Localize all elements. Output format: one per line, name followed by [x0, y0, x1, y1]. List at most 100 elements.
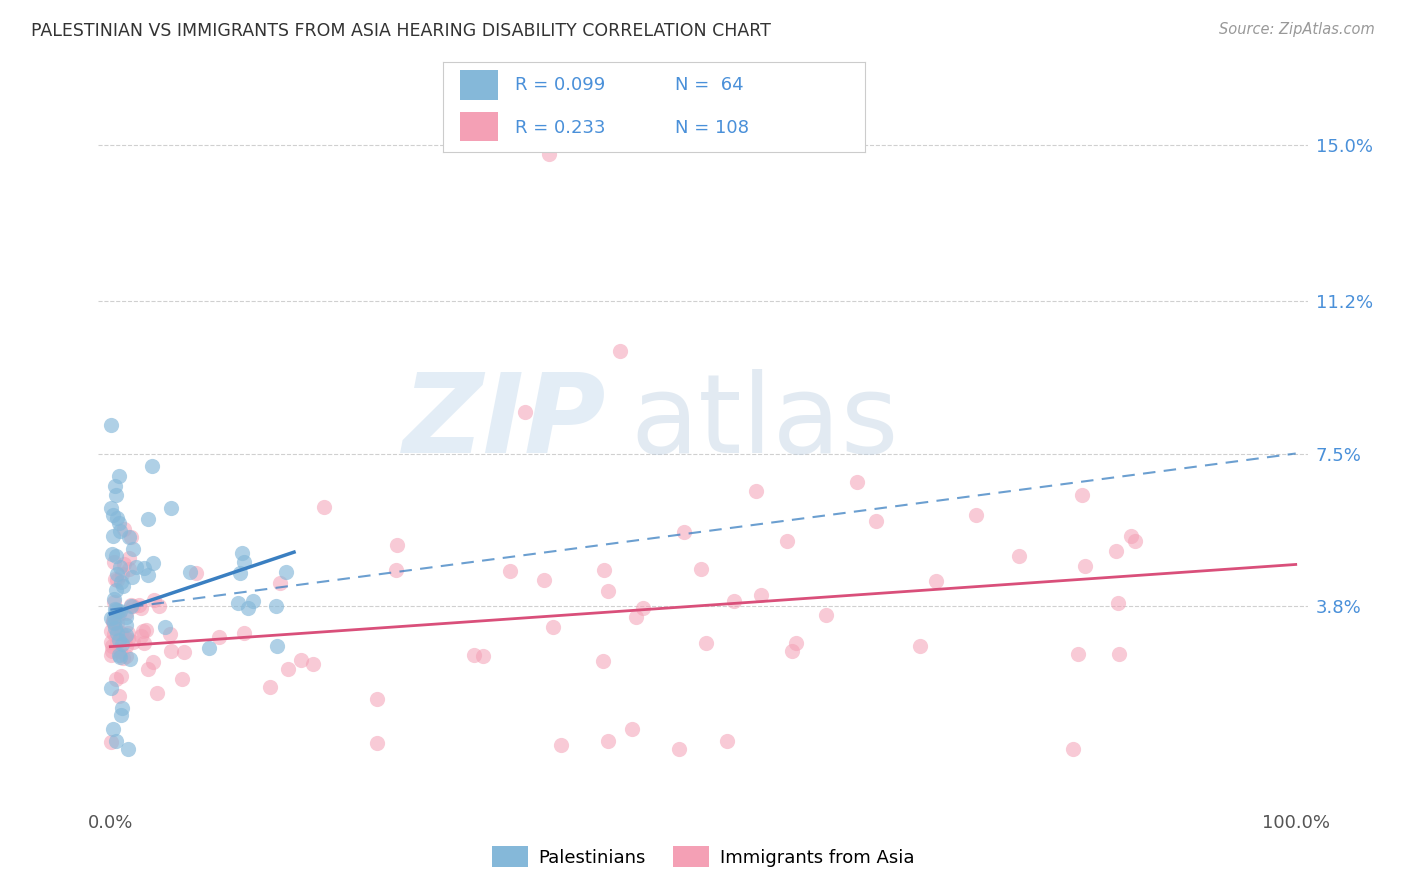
Point — [105, 566, 128, 581]
Point — [100, 648, 122, 662]
Point — [229, 566, 252, 580]
Point — [114, 631, 136, 645]
Point — [146, 686, 169, 700]
Point — [776, 533, 799, 548]
Legend: Palestinians, Immigrants from Asia: Palestinians, Immigrants from Asia — [484, 839, 922, 874]
Point — [620, 722, 643, 736]
Point — [366, 692, 388, 706]
Point — [160, 643, 183, 657]
Point — [108, 649, 131, 664]
Point — [104, 479, 127, 493]
Point — [277, 662, 299, 676]
Point — [128, 598, 150, 612]
Bar — [460, 70, 498, 100]
Point — [107, 604, 129, 618]
Point — [302, 657, 325, 671]
Point — [198, 641, 221, 656]
Point — [231, 546, 253, 560]
Point — [312, 500, 335, 514]
Point — [134, 561, 156, 575]
Point — [609, 343, 631, 358]
Point — [233, 555, 256, 569]
Point — [121, 542, 143, 557]
Point — [100, 635, 122, 649]
Point — [104, 672, 127, 686]
Point — [108, 468, 131, 483]
Point — [110, 626, 132, 640]
Point — [179, 565, 201, 579]
Point — [101, 547, 124, 561]
Point — [114, 628, 136, 642]
Point — [100, 417, 122, 432]
Point — [170, 672, 193, 686]
Point — [115, 610, 138, 624]
Point — [471, 648, 494, 663]
Point — [105, 510, 128, 524]
Point — [100, 681, 122, 695]
Point — [226, 596, 249, 610]
Point — [1108, 647, 1130, 661]
Point — [108, 644, 131, 658]
Point — [136, 567, 159, 582]
Point — [134, 636, 156, 650]
Point — [105, 636, 128, 650]
Point — [136, 662, 159, 676]
Point — [117, 626, 139, 640]
Point — [101, 614, 124, 628]
Point — [101, 529, 124, 543]
Point — [499, 564, 522, 578]
Point — [690, 562, 713, 576]
Point — [208, 630, 231, 644]
Point — [100, 735, 122, 749]
Point — [104, 601, 127, 615]
Point — [593, 563, 616, 577]
Point — [592, 654, 614, 668]
Point — [141, 458, 163, 473]
Point — [1123, 533, 1146, 548]
Point — [264, 599, 287, 613]
Text: N = 108: N = 108 — [675, 119, 749, 136]
Point — [118, 651, 141, 665]
Point — [101, 639, 124, 653]
Text: PALESTINIAN VS IMMIGRANTS FROM ASIA HEARING DISABILITY CORRELATION CHART: PALESTINIAN VS IMMIGRANTS FROM ASIA HEAR… — [31, 22, 770, 40]
Point — [122, 635, 145, 649]
Point — [633, 600, 655, 615]
Point — [100, 500, 122, 515]
Point — [111, 566, 134, 581]
Point — [103, 609, 125, 624]
Point — [366, 736, 388, 750]
Point — [668, 742, 690, 756]
Point — [120, 530, 142, 544]
Text: atlas: atlas — [630, 369, 898, 476]
Point — [749, 588, 772, 602]
Point — [186, 566, 208, 580]
Point — [908, 639, 931, 653]
Point — [159, 626, 181, 640]
Point — [135, 624, 157, 638]
Point — [105, 573, 128, 587]
Point — [111, 637, 134, 651]
Point — [108, 560, 131, 574]
Point — [105, 487, 128, 501]
Point — [112, 557, 135, 571]
Point — [108, 648, 131, 663]
Point — [160, 501, 183, 516]
Point — [1066, 648, 1088, 662]
Point — [1074, 559, 1097, 574]
Point — [103, 595, 125, 609]
Point — [110, 701, 132, 715]
Point — [1008, 549, 1031, 564]
Point — [865, 514, 887, 528]
Point — [118, 550, 141, 565]
Text: N =  64: N = 64 — [675, 76, 744, 95]
Point — [1105, 544, 1128, 558]
Point — [104, 603, 127, 617]
Point — [101, 508, 124, 523]
Point — [153, 620, 176, 634]
Point — [385, 537, 408, 551]
Point — [120, 598, 142, 612]
Point — [673, 525, 696, 540]
Text: R = 0.233: R = 0.233 — [515, 119, 605, 136]
Point — [598, 583, 620, 598]
Point — [100, 644, 122, 658]
